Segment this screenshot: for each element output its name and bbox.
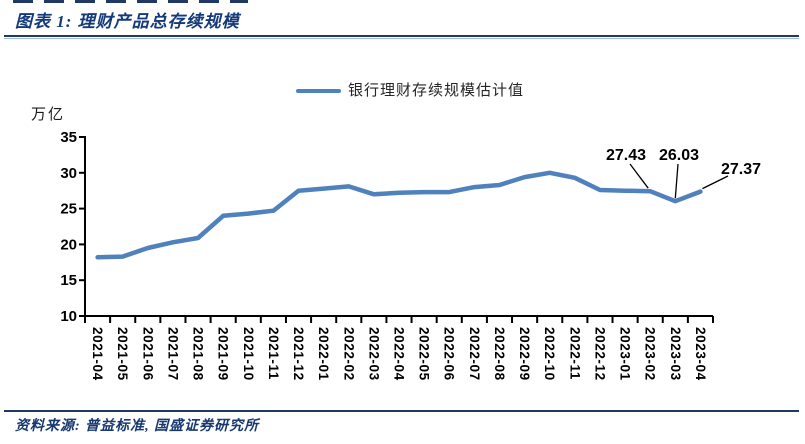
x-tick-label: 2023-02 — [643, 327, 658, 381]
y-tick-label: 15 — [60, 272, 77, 289]
y-tick-label: 35 — [60, 129, 77, 146]
x-tick-label: 2021-06 — [140, 327, 155, 381]
x-tick-label: 2021-08 — [191, 327, 206, 381]
chart-legend: 银行理财存续规模估计值 — [296, 79, 524, 100]
x-tick-label: 2022-07 — [467, 327, 482, 381]
x-tick-label: 2022-01 — [316, 327, 331, 381]
annotation-label: 26.03 — [659, 147, 699, 164]
x-tick-label: 2021-12 — [291, 327, 306, 381]
title-rule-dark — [4, 35, 799, 37]
x-tick-label: 2022-10 — [542, 327, 557, 381]
x-tick-label: 2021-05 — [115, 327, 130, 381]
y-tick-label: 20 — [60, 236, 77, 253]
x-tick-label: 2022-11 — [567, 327, 582, 380]
annotation-label: 27.37 — [721, 161, 761, 178]
x-tick-label: 2022-03 — [366, 327, 381, 381]
legend-series-label: 银行理财存续规模估计值 — [348, 82, 525, 99]
series-line — [95, 170, 703, 260]
y-axis-unit-label: 万亿 — [31, 106, 66, 123]
x-tick-label: 2021-09 — [216, 327, 231, 381]
x-tick-label: 2022-08 — [492, 327, 507, 381]
y-tick-label: 25 — [60, 201, 77, 218]
x-tick-label: 2021-04 — [90, 327, 105, 381]
y-tick-label: 10 — [60, 308, 77, 325]
x-tick-label: 2023-01 — [618, 327, 633, 381]
x-tick-label: 2022-05 — [417, 327, 432, 381]
annotation-leader — [674, 163, 679, 199]
annotation-label: 27.43 — [606, 147, 646, 164]
x-tick-label: 2022-06 — [442, 327, 457, 381]
x-tick-label: 2022-02 — [341, 327, 356, 381]
annotation-leader — [629, 163, 649, 189]
x-tick-label: 2021-11 — [266, 327, 281, 380]
cropped-text-remnant — [13, 0, 248, 3]
x-tick-label: 2022-12 — [592, 327, 607, 381]
x-tick-label: 2021-07 — [165, 327, 180, 381]
x-tick-label: 2021-10 — [241, 327, 256, 381]
source-note: 资料来源: 普益标准, 国盛证券研究所 — [15, 419, 260, 434]
legend-line-swatch — [296, 89, 341, 93]
x-tick-label: 2023-04 — [693, 327, 708, 381]
figure-title: 图表 1: 理财产品总存续规模 — [15, 12, 240, 31]
annotation-leader — [702, 175, 729, 190]
x-tick-label: 2023-03 — [668, 327, 683, 381]
x-tick-label: 2022-04 — [392, 327, 407, 381]
x-tick-label: 2022-09 — [517, 327, 532, 381]
title-rule-light — [4, 38, 799, 39]
y-tick-label: 30 — [60, 165, 77, 182]
footer-rule — [4, 410, 799, 412]
